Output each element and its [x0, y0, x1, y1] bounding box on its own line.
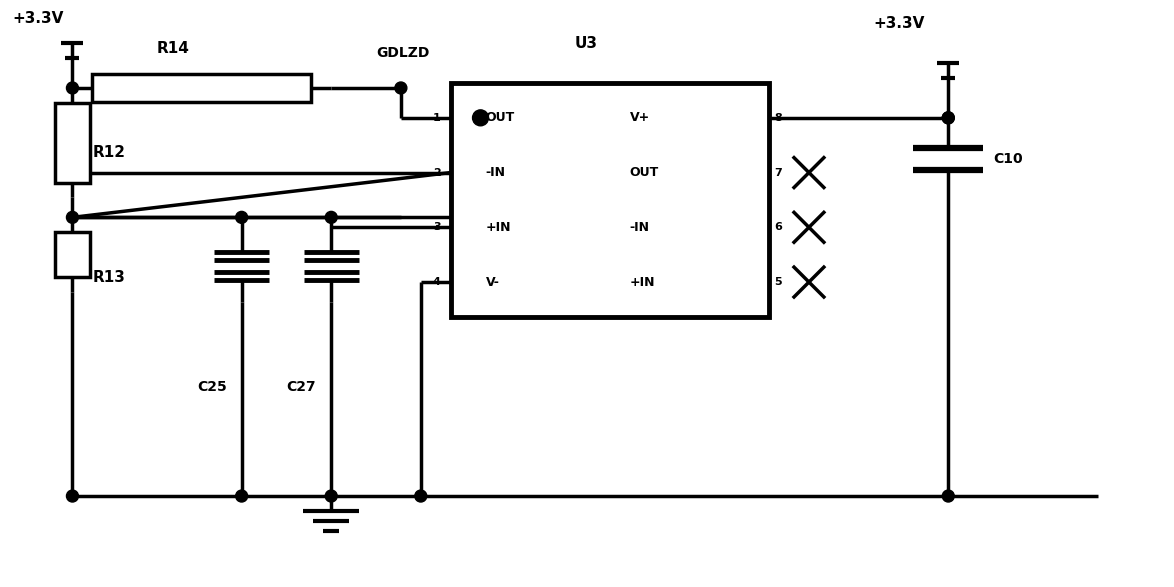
- Text: 4: 4: [433, 277, 440, 287]
- Text: +3.3V: +3.3V: [13, 11, 65, 26]
- Text: 1: 1: [433, 113, 440, 123]
- Text: GDLZD: GDLZD: [376, 46, 430, 60]
- Text: +IN: +IN: [629, 275, 655, 289]
- Circle shape: [943, 112, 954, 124]
- Text: 5: 5: [774, 277, 782, 287]
- Circle shape: [67, 490, 79, 502]
- Circle shape: [67, 82, 79, 94]
- Text: 3: 3: [433, 222, 440, 232]
- Text: C27: C27: [286, 380, 316, 393]
- Text: V+: V+: [629, 112, 650, 124]
- Circle shape: [943, 112, 954, 124]
- Text: OUT: OUT: [629, 166, 659, 179]
- Text: 7: 7: [774, 167, 782, 178]
- Text: -IN: -IN: [629, 221, 649, 234]
- Text: C10: C10: [993, 151, 1023, 166]
- Bar: [55, 232, 90, 277]
- Circle shape: [325, 211, 337, 223]
- Text: U3: U3: [575, 36, 598, 50]
- Circle shape: [236, 490, 248, 502]
- Text: +3.3V: +3.3V: [873, 16, 925, 31]
- Circle shape: [67, 211, 79, 223]
- Circle shape: [943, 490, 954, 502]
- Text: R14: R14: [157, 41, 190, 56]
- Text: 2: 2: [433, 167, 440, 178]
- Text: 8: 8: [774, 113, 782, 123]
- Text: +IN: +IN: [486, 221, 511, 234]
- Text: 6: 6: [774, 222, 782, 232]
- Bar: [451, 83, 769, 317]
- Circle shape: [414, 490, 427, 502]
- Circle shape: [394, 82, 407, 94]
- Text: C25: C25: [197, 380, 227, 393]
- Text: R12: R12: [93, 145, 126, 160]
- Text: OUT: OUT: [486, 112, 514, 124]
- Text: V-: V-: [486, 275, 499, 289]
- Circle shape: [325, 490, 337, 502]
- Bar: [93, 74, 311, 102]
- Circle shape: [473, 110, 488, 126]
- Bar: [55, 103, 90, 183]
- Circle shape: [236, 211, 248, 223]
- Text: -IN: -IN: [486, 166, 506, 179]
- Text: R13: R13: [93, 269, 126, 285]
